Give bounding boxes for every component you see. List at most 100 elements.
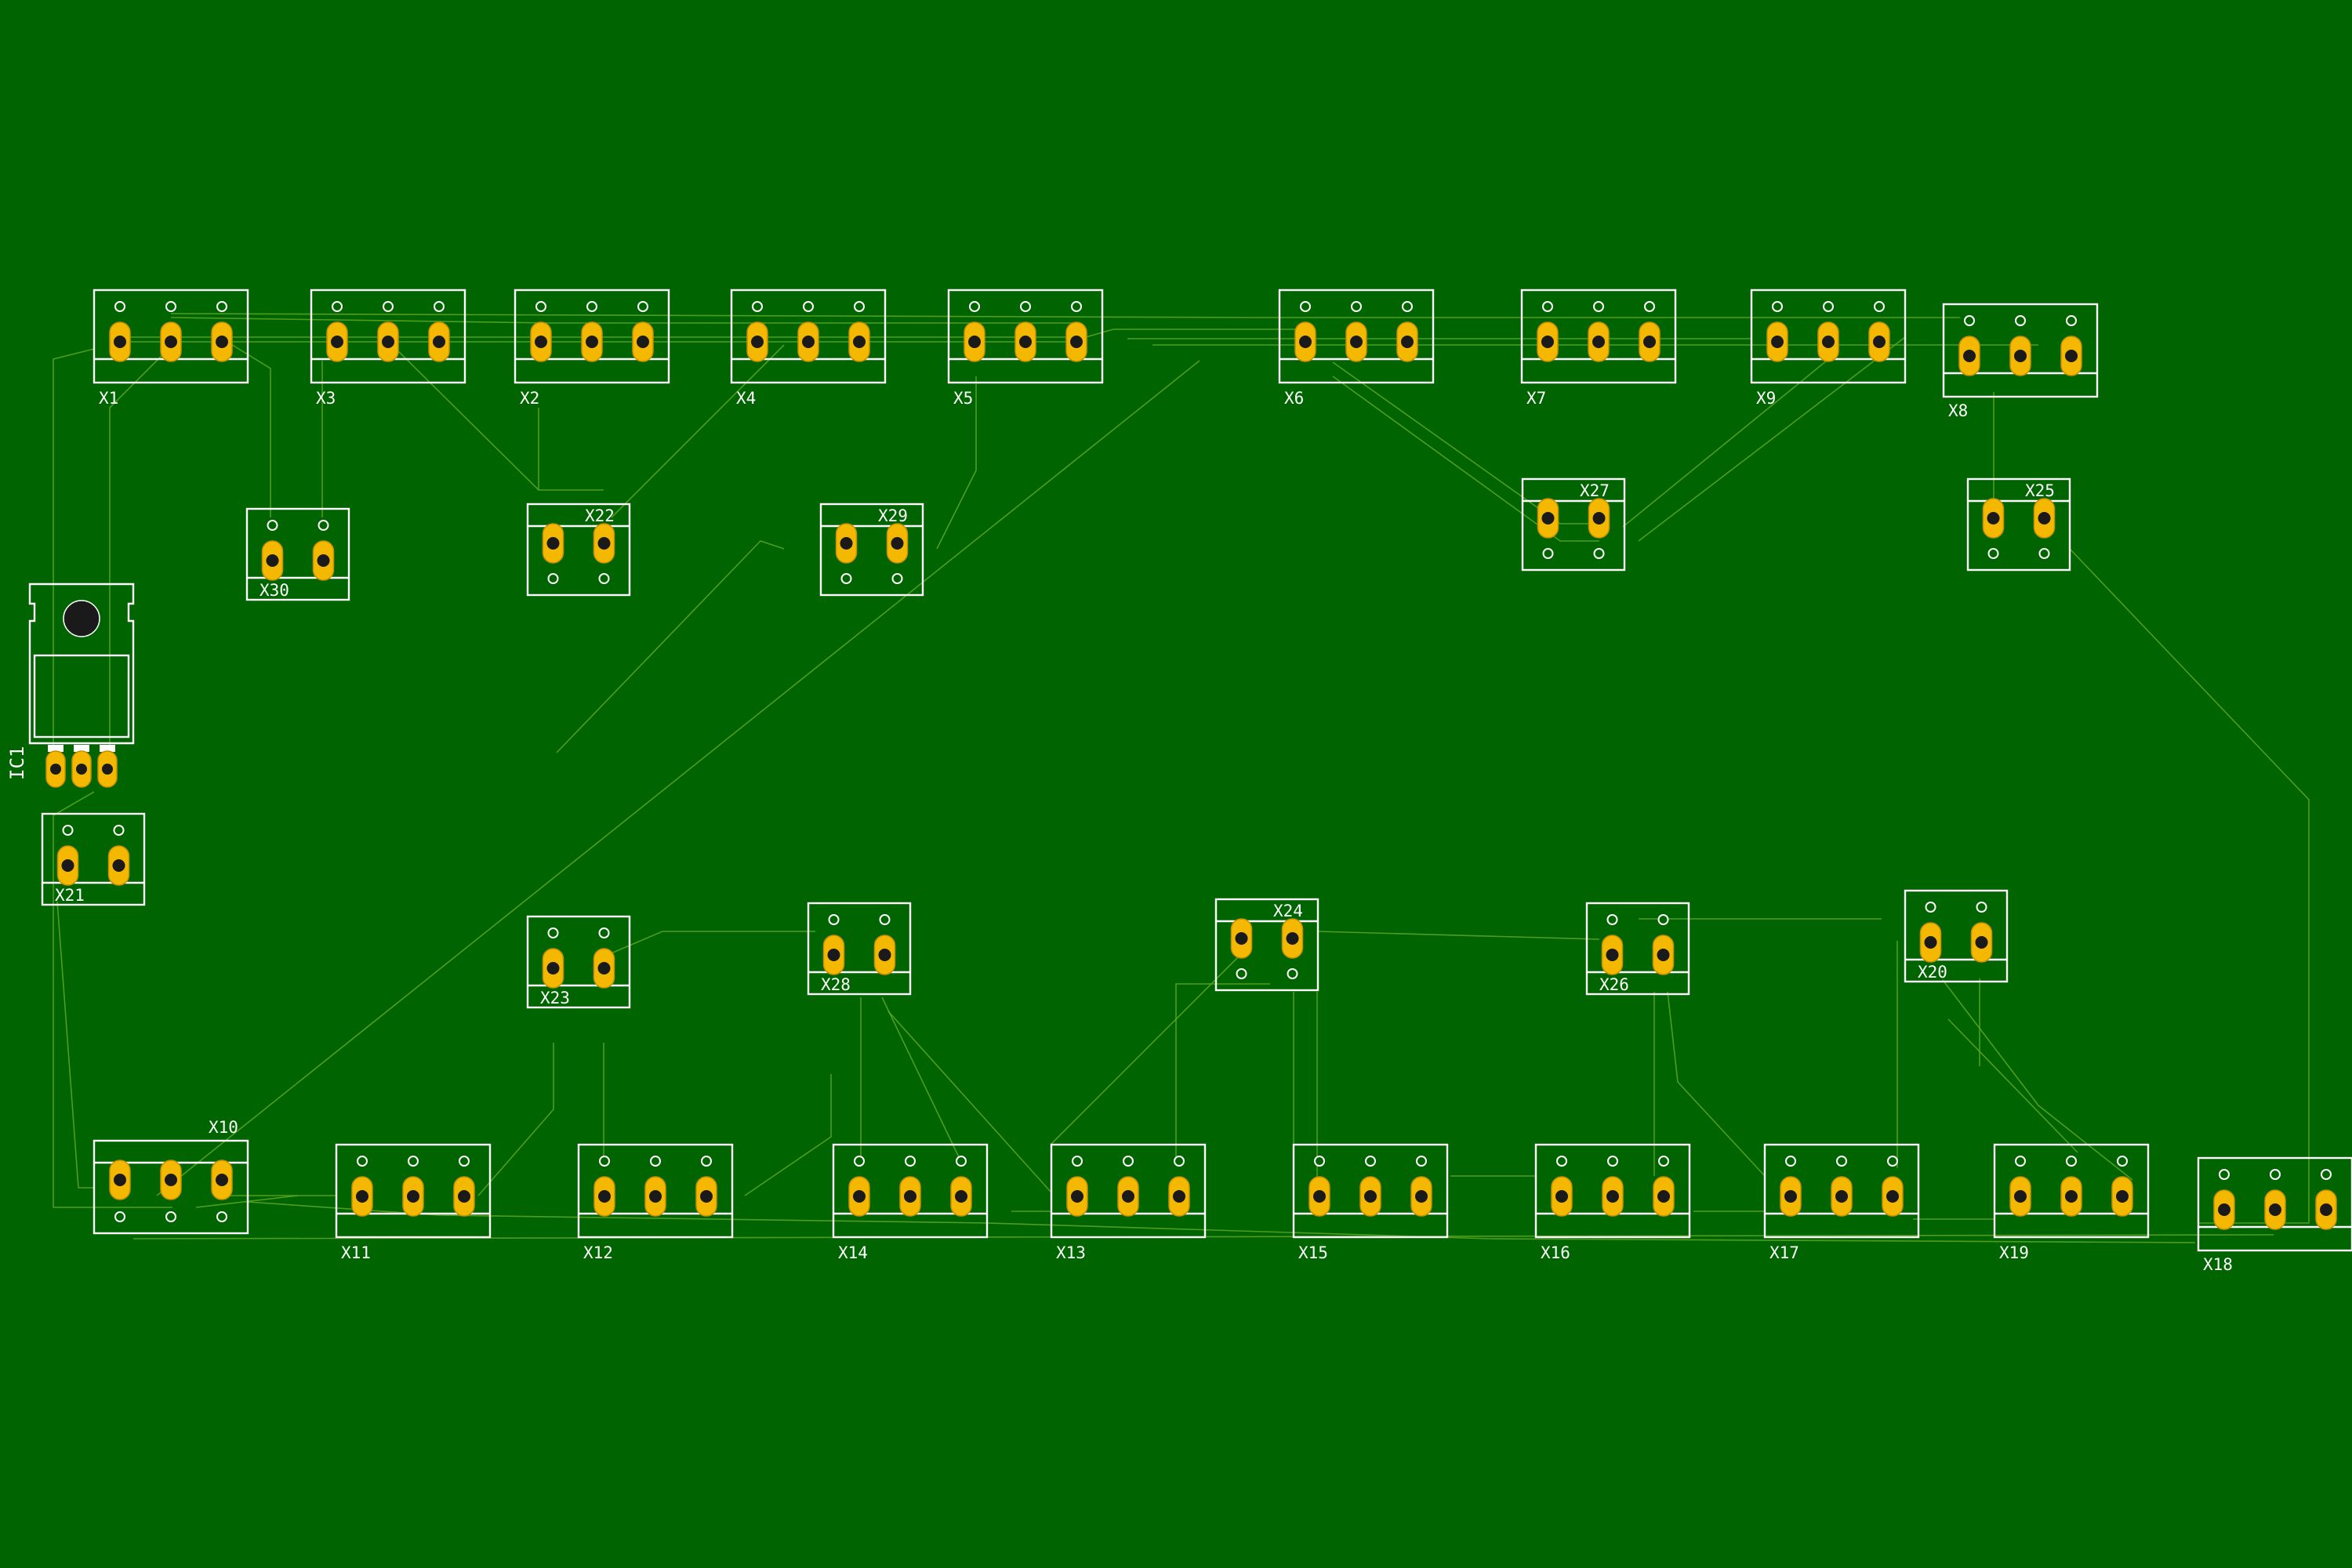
connector-x6[interactable]: X6 bbox=[1278, 289, 1435, 408]
copper-trace bbox=[603, 931, 815, 957]
connector-x26[interactable]: X26 bbox=[1585, 902, 1690, 996]
pad-drill bbox=[637, 336, 649, 348]
reference-label: X23 bbox=[540, 989, 570, 1007]
connector-x9[interactable]: X9 bbox=[1750, 289, 1907, 408]
connector-x22[interactable]: X22 bbox=[526, 503, 631, 597]
pad-drill bbox=[955, 1190, 967, 1203]
connector-x8[interactable]: X8 bbox=[1942, 303, 2099, 420]
mounting-hole bbox=[1072, 1156, 1083, 1167]
connector-x19[interactable]: X19 bbox=[1993, 1143, 2150, 1262]
connector-x15[interactable]: X15 bbox=[1292, 1143, 1449, 1262]
pad-drill bbox=[165, 1174, 177, 1186]
mounting-hole bbox=[318, 520, 329, 531]
connector-x29[interactable]: X29 bbox=[819, 503, 924, 597]
pad-drill bbox=[1886, 1190, 1899, 1203]
connector-outline bbox=[1534, 1143, 1691, 1239]
connector-x27[interactable]: X27 bbox=[1521, 477, 1626, 572]
mounting-hole bbox=[2015, 1156, 2026, 1167]
pad-drill bbox=[1070, 336, 1083, 348]
pad-drill bbox=[649, 1190, 662, 1203]
pad-drill bbox=[114, 336, 126, 348]
connector-x7[interactable]: X7 bbox=[1520, 289, 1677, 408]
mounting-hole bbox=[599, 1156, 610, 1167]
connector-x28[interactable]: X28 bbox=[807, 902, 912, 996]
copper-trace bbox=[1622, 360, 1828, 528]
connector-x13[interactable]: X13 bbox=[1050, 1143, 1207, 1262]
connector-x24[interactable]: X24 bbox=[1214, 898, 1319, 992]
pad-drill bbox=[216, 1174, 228, 1186]
pad-drill bbox=[458, 1190, 470, 1203]
connector-outline bbox=[514, 289, 670, 384]
reference-label: X17 bbox=[1769, 1243, 1799, 1262]
mounting-hole bbox=[357, 1156, 368, 1167]
mounting-hole bbox=[905, 1156, 916, 1167]
mounting-hole bbox=[547, 573, 559, 584]
connector-x30[interactable]: X30 bbox=[245, 507, 350, 601]
connector-x20[interactable]: X20 bbox=[1904, 889, 2009, 983]
pad-drill bbox=[827, 949, 840, 961]
connector-x17[interactable]: X17 bbox=[1763, 1143, 1920, 1262]
pad-drill bbox=[1771, 336, 1784, 348]
connector-x3[interactable]: X3 bbox=[310, 289, 466, 408]
copper-trace bbox=[887, 1011, 1051, 1192]
ic-body bbox=[33, 654, 130, 739]
connector-x5[interactable]: X5 bbox=[947, 289, 1104, 408]
mounting-hole bbox=[969, 301, 980, 312]
ic-pin-lead bbox=[74, 745, 89, 752]
pad-drill bbox=[407, 1190, 419, 1203]
connector-x21[interactable]: X21 bbox=[41, 812, 146, 906]
connector-x1[interactable]: X1 bbox=[93, 289, 249, 408]
mounting-hole bbox=[1556, 1156, 1567, 1167]
connector-outline bbox=[1763, 1143, 1920, 1239]
mounting-hole bbox=[1314, 1156, 1325, 1167]
connector-x12[interactable]: X12 bbox=[577, 1143, 734, 1262]
connector-x25[interactable]: X25 bbox=[1966, 477, 2071, 572]
mounting-hole bbox=[1976, 902, 1987, 913]
ic-footprint[interactable]: IC1 bbox=[6, 583, 135, 788]
connector-x11[interactable]: X11 bbox=[335, 1143, 492, 1262]
mounting-hole bbox=[854, 301, 865, 312]
connector-x18[interactable]: X18 bbox=[2197, 1156, 2352, 1274]
mounting-hole bbox=[165, 1211, 176, 1222]
connector-footprints: X1 X3 X2 X4 X5 X6 X7 X9 X8 X30 X22 X29 X27 X25 X21 X23 X… bbox=[41, 289, 2352, 1274]
copper-trace bbox=[1942, 979, 2133, 1181]
mounting-hole bbox=[586, 301, 597, 312]
connector-x14[interactable]: X14 bbox=[832, 1143, 989, 1262]
mounting-hole bbox=[216, 301, 227, 312]
connector-x10[interactable]: X10 bbox=[93, 1118, 249, 1235]
mounting-hole bbox=[459, 1156, 470, 1167]
mounting-hole bbox=[650, 1156, 661, 1167]
mounting-hole bbox=[267, 520, 278, 531]
reference-label: X29 bbox=[878, 506, 908, 525]
connector-outline bbox=[730, 289, 887, 384]
reference-label: X2 bbox=[520, 389, 539, 408]
mounting-hole bbox=[2321, 1169, 2332, 1180]
copper-trace bbox=[109, 348, 169, 753]
connector-outline bbox=[1292, 1143, 1449, 1239]
reference-label: X19 bbox=[1999, 1243, 2029, 1262]
mounting-hole bbox=[1836, 1156, 1847, 1167]
connector-x2[interactable]: X2 bbox=[514, 289, 670, 408]
connector-outline bbox=[93, 1139, 249, 1235]
connector-outline bbox=[1050, 1143, 1207, 1239]
connector-x23[interactable]: X23 bbox=[526, 915, 631, 1009]
connector-x4[interactable]: X4 bbox=[730, 289, 887, 408]
pad-drill bbox=[1873, 336, 1886, 348]
mounting-hole bbox=[2038, 548, 2050, 559]
connector-x16[interactable]: X16 bbox=[1534, 1143, 1691, 1262]
pad-drill bbox=[878, 949, 891, 961]
mounting-hole bbox=[1287, 968, 1298, 979]
pad-drill bbox=[112, 859, 125, 872]
copper-trace bbox=[556, 540, 785, 753]
pad-drill bbox=[1541, 336, 1554, 348]
reference-label: X9 bbox=[1756, 389, 1776, 408]
mounting-hole bbox=[165, 301, 176, 312]
reference-label: X8 bbox=[1948, 401, 1968, 420]
pad-drill bbox=[1963, 350, 1976, 362]
pad-drill bbox=[76, 764, 87, 775]
mounting-hole bbox=[1123, 1156, 1134, 1167]
mounting-hole bbox=[1416, 1156, 1427, 1167]
reference-label: X11 bbox=[341, 1243, 371, 1262]
mounting-hole bbox=[1542, 301, 1553, 312]
